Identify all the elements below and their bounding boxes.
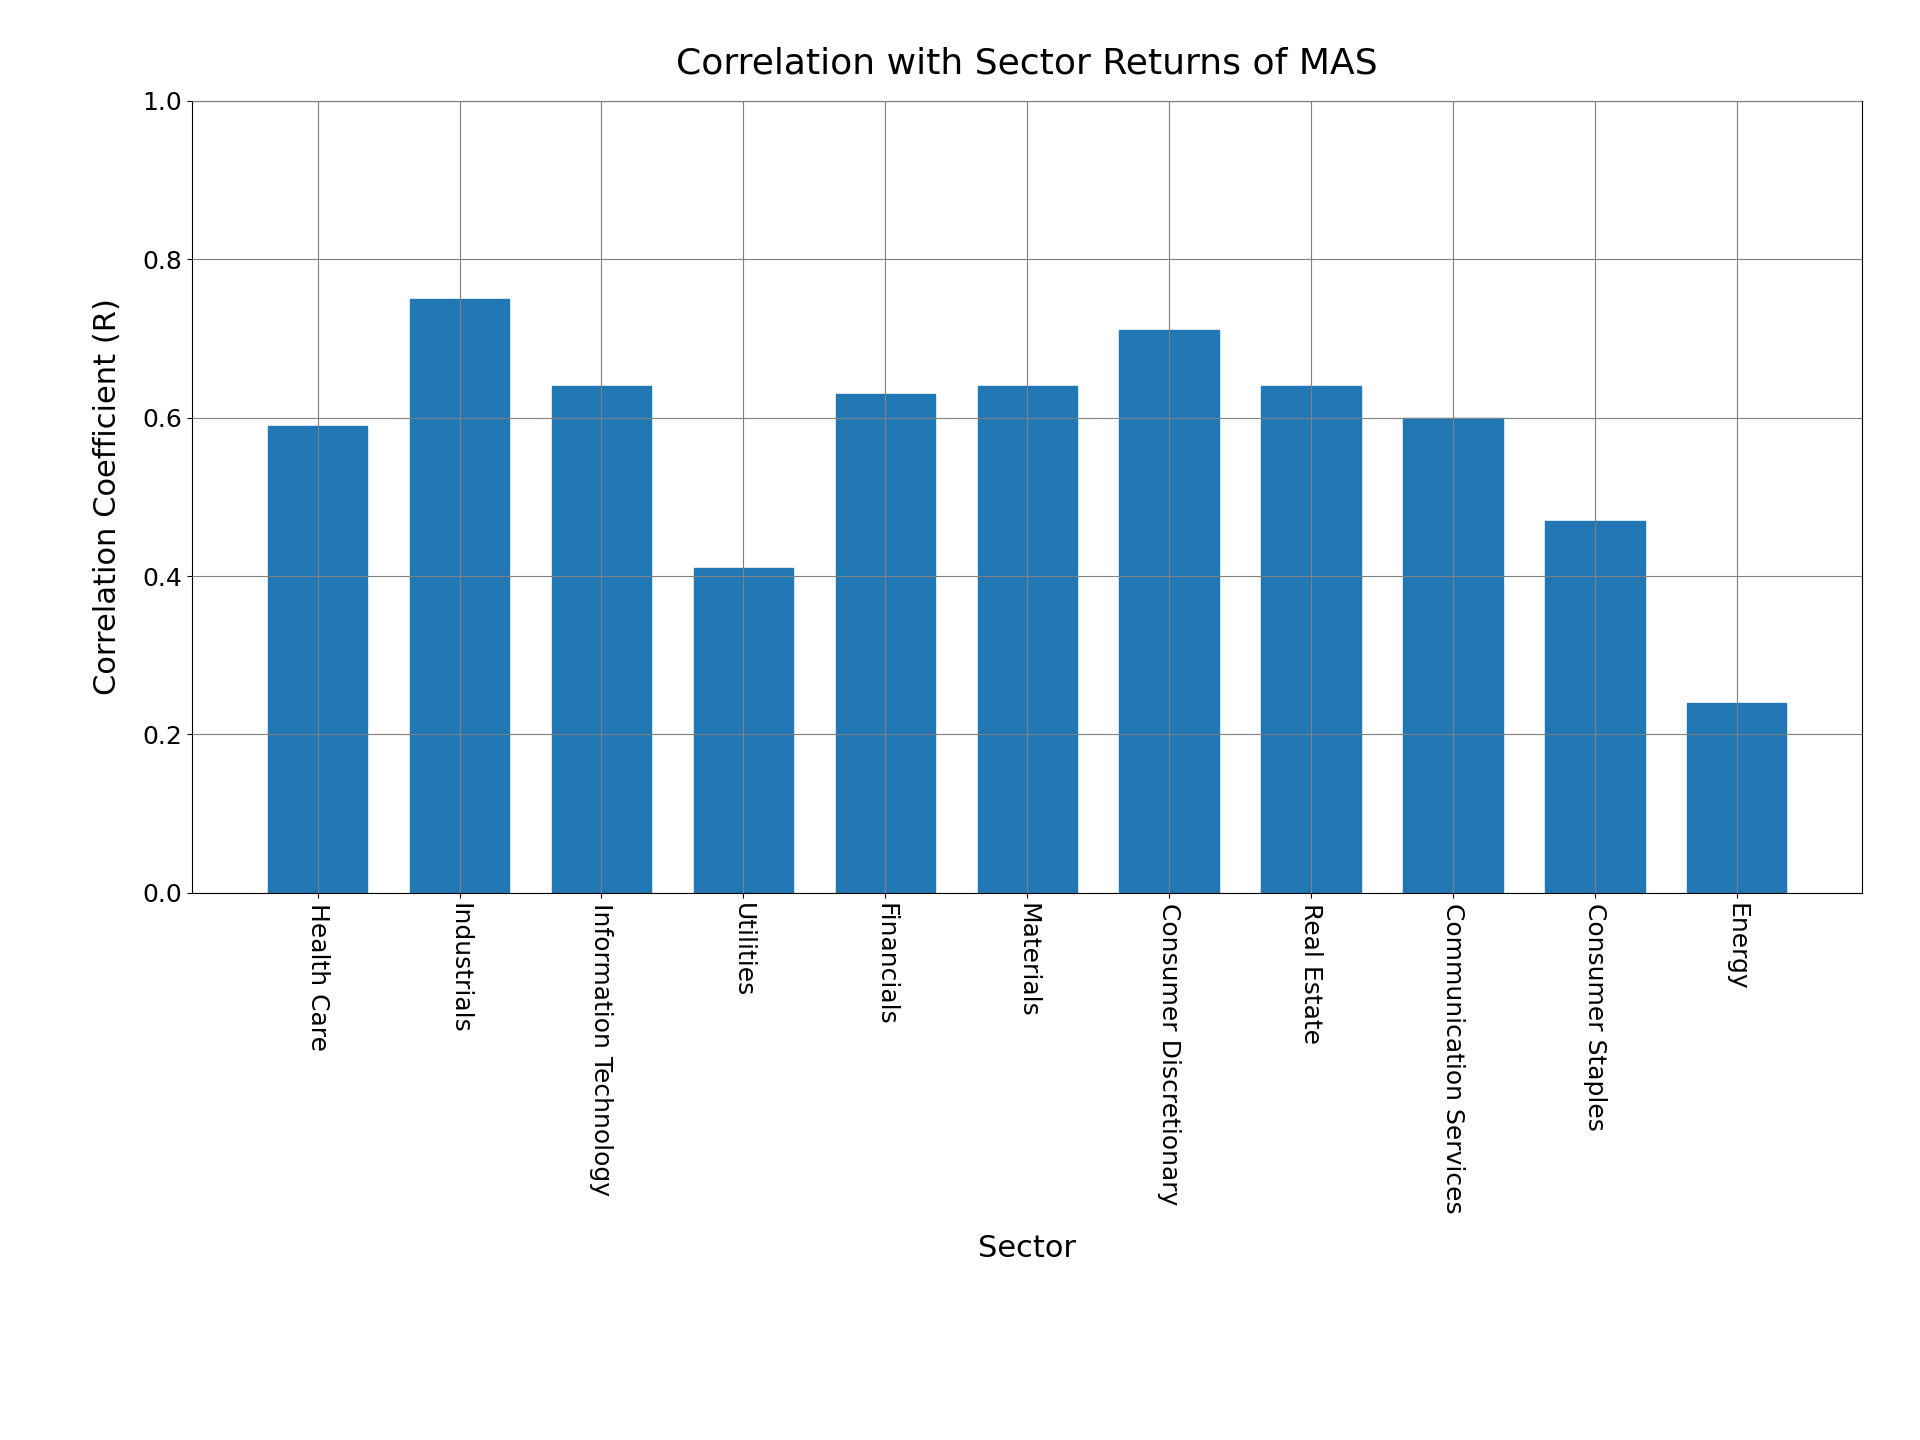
Bar bbox=[693, 567, 793, 893]
Bar bbox=[1546, 520, 1645, 893]
Bar bbox=[551, 386, 651, 893]
Bar bbox=[1119, 331, 1219, 893]
Bar bbox=[835, 393, 935, 893]
Bar bbox=[269, 426, 367, 893]
X-axis label: Sector: Sector bbox=[977, 1234, 1077, 1263]
Bar bbox=[1688, 703, 1786, 893]
Bar bbox=[1261, 386, 1361, 893]
Bar bbox=[1404, 418, 1503, 893]
Y-axis label: Correlation Coefficient (R): Correlation Coefficient (R) bbox=[92, 298, 121, 696]
Bar bbox=[409, 298, 509, 893]
Bar bbox=[977, 386, 1077, 893]
Title: Correlation with Sector Returns of MAS: Correlation with Sector Returns of MAS bbox=[676, 46, 1379, 81]
